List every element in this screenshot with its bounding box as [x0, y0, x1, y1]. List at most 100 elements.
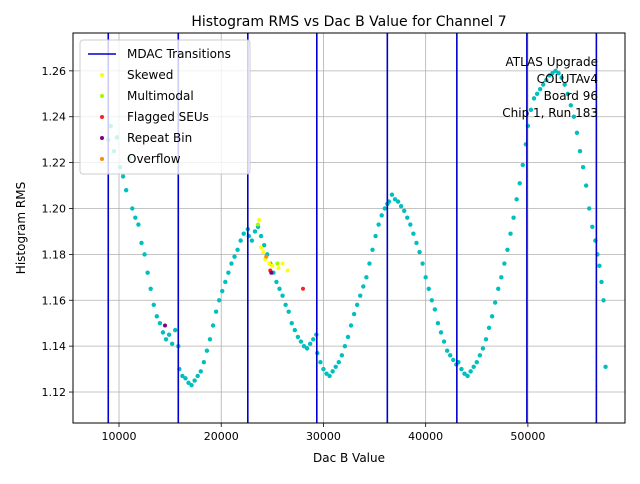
data-point [531, 96, 537, 101]
data-point [295, 334, 301, 340]
data-point [198, 369, 203, 374]
data-point [136, 222, 141, 227]
data-point [544, 77, 549, 83]
data-point [180, 373, 185, 379]
data-point [370, 247, 375, 252]
flagged-point [276, 266, 281, 271]
data-point [402, 208, 407, 213]
y-tick-label: 1.12 [42, 386, 67, 399]
data-point [587, 206, 592, 211]
data-point [389, 192, 395, 197]
data-point [511, 215, 516, 220]
data-point [411, 231, 416, 236]
x-tick-label: 40000 [408, 430, 443, 443]
data-point [435, 321, 441, 326]
data-point [298, 339, 304, 344]
flagged-point [257, 217, 262, 222]
legend-marker [100, 136, 104, 140]
data-point [274, 279, 279, 285]
data-point [261, 243, 267, 248]
flagged-point [280, 261, 285, 266]
data-point [426, 286, 431, 291]
data-point [429, 298, 434, 303]
y-tick-label: 1.24 [42, 111, 67, 124]
data-point [568, 103, 574, 108]
data-point [462, 371, 467, 376]
data-point [405, 215, 410, 220]
data-point [160, 330, 166, 335]
data-point [601, 298, 606, 303]
data-point [486, 325, 492, 330]
legend-label: MDAC Transitions [127, 47, 231, 61]
data-point [537, 87, 543, 92]
y-tick-label: 1.26 [42, 65, 67, 78]
data-point [603, 364, 608, 369]
data-point [166, 332, 172, 337]
data-point [220, 288, 225, 294]
flagged-point [269, 270, 274, 275]
y-tick-label: 1.14 [42, 340, 67, 353]
chart-title: Histogram RMS vs Dac B Value for Channel… [191, 14, 506, 30]
data-point [438, 330, 444, 335]
data-point [223, 279, 228, 285]
data-point [201, 360, 207, 365]
legend-label: Overflow [127, 152, 181, 166]
data-point [280, 293, 285, 298]
data-point [286, 309, 291, 314]
data-point [528, 107, 534, 113]
data-point [277, 286, 282, 291]
data-point [169, 341, 175, 347]
annotation-line: ATLAS Upgrade [505, 55, 598, 69]
data-point [336, 360, 341, 365]
data-point [354, 302, 360, 308]
x-axis-label: Dac B Value [313, 451, 385, 465]
data-point [258, 233, 264, 239]
data-point [451, 357, 456, 363]
annotation-line: COLUTAv4 [537, 72, 598, 86]
legend-marker [100, 73, 104, 77]
data-point [192, 378, 197, 383]
flagged-point [301, 286, 305, 291]
data-point [232, 254, 237, 259]
flagged-point [261, 250, 266, 255]
data-point [547, 73, 552, 78]
data-point [142, 252, 147, 257]
data-point [562, 82, 567, 87]
data-point [249, 238, 255, 243]
data-point [517, 181, 522, 186]
data-point [333, 364, 338, 369]
data-point [173, 327, 178, 333]
data-point [417, 249, 422, 255]
data-point [342, 343, 348, 349]
data-point [474, 360, 479, 365]
data-point [379, 213, 384, 218]
flagged-point [163, 323, 167, 328]
data-point [213, 309, 219, 314]
annotation: ATLAS Upgrade COLUTAv4 Board 96 Chip 1, Run… [502, 55, 598, 120]
data-point [373, 233, 378, 239]
data-point [241, 231, 246, 236]
data-point [583, 183, 589, 188]
data-point [318, 360, 323, 365]
data-point [292, 327, 298, 333]
data-point [120, 174, 126, 179]
data-point [289, 321, 294, 326]
data-point [358, 293, 363, 298]
data-point [364, 275, 369, 280]
flagged-point [285, 268, 290, 273]
data-point [324, 371, 329, 376]
annotation-line: Chip 1, Run 183 [502, 106, 598, 120]
y-tick-label: 1.22 [42, 157, 67, 170]
data-point [599, 279, 604, 285]
x-tick-label: 50000 [510, 430, 545, 443]
x-tick-label: 10000 [102, 430, 137, 443]
legend: MDAC Transitions Skewed Multimodal Flagged … [79, 39, 251, 175]
data-point [157, 321, 163, 326]
data-point [571, 114, 577, 119]
flagged-point [264, 254, 269, 259]
data-point [207, 337, 213, 342]
data-point [489, 314, 495, 319]
plot-frame [72, 32, 626, 424]
data-point [505, 247, 510, 252]
